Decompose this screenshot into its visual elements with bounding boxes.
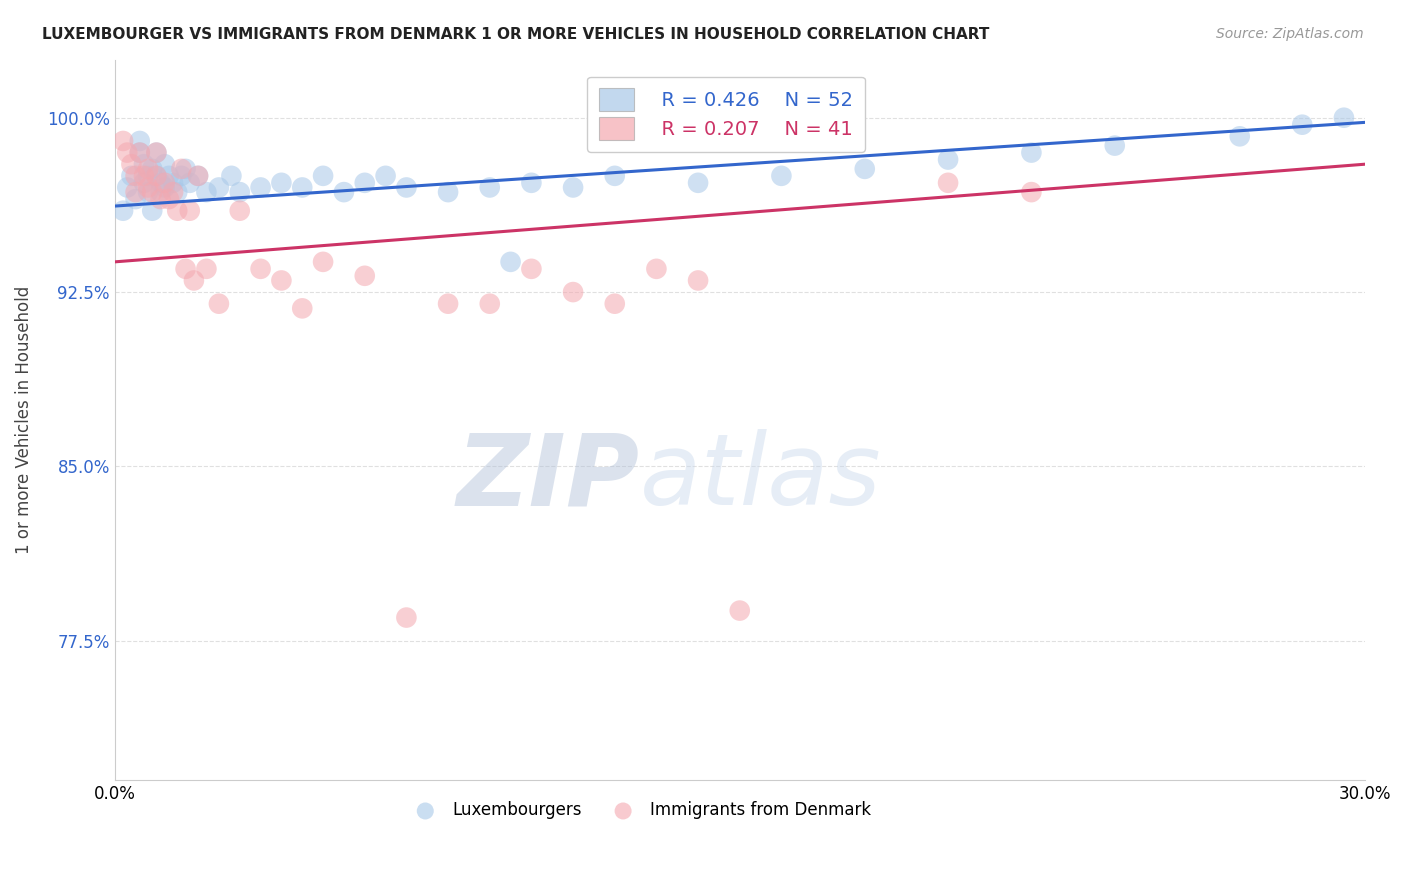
Point	[157, 192, 180, 206]
Point	[117, 145, 139, 160]
Point	[291, 301, 314, 316]
Point	[936, 153, 959, 167]
Point	[208, 180, 231, 194]
Point	[229, 185, 252, 199]
Point	[179, 203, 201, 218]
Point	[179, 176, 201, 190]
Point	[645, 261, 668, 276]
Point	[478, 296, 501, 310]
Point	[145, 145, 167, 160]
Point	[141, 185, 163, 199]
Point	[132, 157, 155, 171]
Point	[174, 161, 197, 176]
Point	[437, 185, 460, 199]
Point	[124, 185, 146, 199]
Point	[149, 192, 172, 206]
Point	[120, 157, 142, 171]
Point	[270, 176, 292, 190]
Point	[1333, 111, 1355, 125]
Y-axis label: 1 or more Vehicles in Household: 1 or more Vehicles in Household	[15, 285, 32, 554]
Point	[136, 185, 159, 199]
Point	[1021, 185, 1043, 199]
Point	[149, 176, 172, 190]
Point	[1104, 138, 1126, 153]
Point	[249, 180, 271, 194]
Point	[136, 169, 159, 183]
Point	[141, 161, 163, 176]
Point	[520, 261, 543, 276]
Point	[120, 169, 142, 183]
Point	[170, 169, 193, 183]
Point	[353, 268, 375, 283]
Point	[395, 610, 418, 624]
Point	[333, 185, 356, 199]
Point	[166, 185, 188, 199]
Point	[520, 176, 543, 190]
Point	[149, 185, 172, 199]
Point	[132, 176, 155, 190]
Point	[162, 176, 184, 190]
Point	[1229, 129, 1251, 144]
Point	[249, 261, 271, 276]
Point	[153, 157, 176, 171]
Point	[688, 176, 710, 190]
Point	[291, 180, 314, 194]
Point	[270, 273, 292, 287]
Point	[117, 180, 139, 194]
Text: Source: ZipAtlas.com: Source: ZipAtlas.com	[1216, 27, 1364, 41]
Point	[728, 604, 751, 618]
Text: ZIP: ZIP	[457, 429, 640, 526]
Point	[170, 161, 193, 176]
Point	[312, 255, 335, 269]
Point	[145, 145, 167, 160]
Point	[770, 169, 793, 183]
Point	[1291, 118, 1313, 132]
Point	[132, 169, 155, 183]
Point	[183, 273, 205, 287]
Point	[562, 285, 585, 299]
Point	[221, 169, 243, 183]
Point	[174, 261, 197, 276]
Point	[1021, 145, 1043, 160]
Point	[688, 273, 710, 287]
Point	[208, 296, 231, 310]
Point	[437, 296, 460, 310]
Text: atlas: atlas	[640, 429, 882, 526]
Point	[162, 185, 184, 199]
Point	[128, 145, 150, 160]
Point	[153, 180, 176, 194]
Point	[145, 169, 167, 183]
Legend: Luxembourgers, Immigrants from Denmark: Luxembourgers, Immigrants from Denmark	[402, 795, 877, 826]
Point	[229, 203, 252, 218]
Point	[395, 180, 418, 194]
Point	[353, 176, 375, 190]
Point	[195, 261, 218, 276]
Point	[153, 176, 176, 190]
Point	[145, 169, 167, 183]
Point	[112, 134, 135, 148]
Point	[128, 134, 150, 148]
Point	[603, 296, 626, 310]
Point	[499, 255, 522, 269]
Point	[603, 169, 626, 183]
Point	[128, 145, 150, 160]
Point	[187, 169, 209, 183]
Point	[562, 180, 585, 194]
Point	[124, 192, 146, 206]
Point	[936, 176, 959, 190]
Point	[112, 203, 135, 218]
Point	[478, 180, 501, 194]
Point	[136, 161, 159, 176]
Point	[195, 185, 218, 199]
Point	[853, 161, 876, 176]
Text: LUXEMBOURGER VS IMMIGRANTS FROM DENMARK 1 OR MORE VEHICLES IN HOUSEHOLD CORRELAT: LUXEMBOURGER VS IMMIGRANTS FROM DENMARK …	[42, 27, 990, 42]
Point	[136, 180, 159, 194]
Point	[124, 169, 146, 183]
Point	[141, 203, 163, 218]
Point	[187, 169, 209, 183]
Point	[157, 169, 180, 183]
Point	[166, 203, 188, 218]
Point	[374, 169, 396, 183]
Point	[312, 169, 335, 183]
